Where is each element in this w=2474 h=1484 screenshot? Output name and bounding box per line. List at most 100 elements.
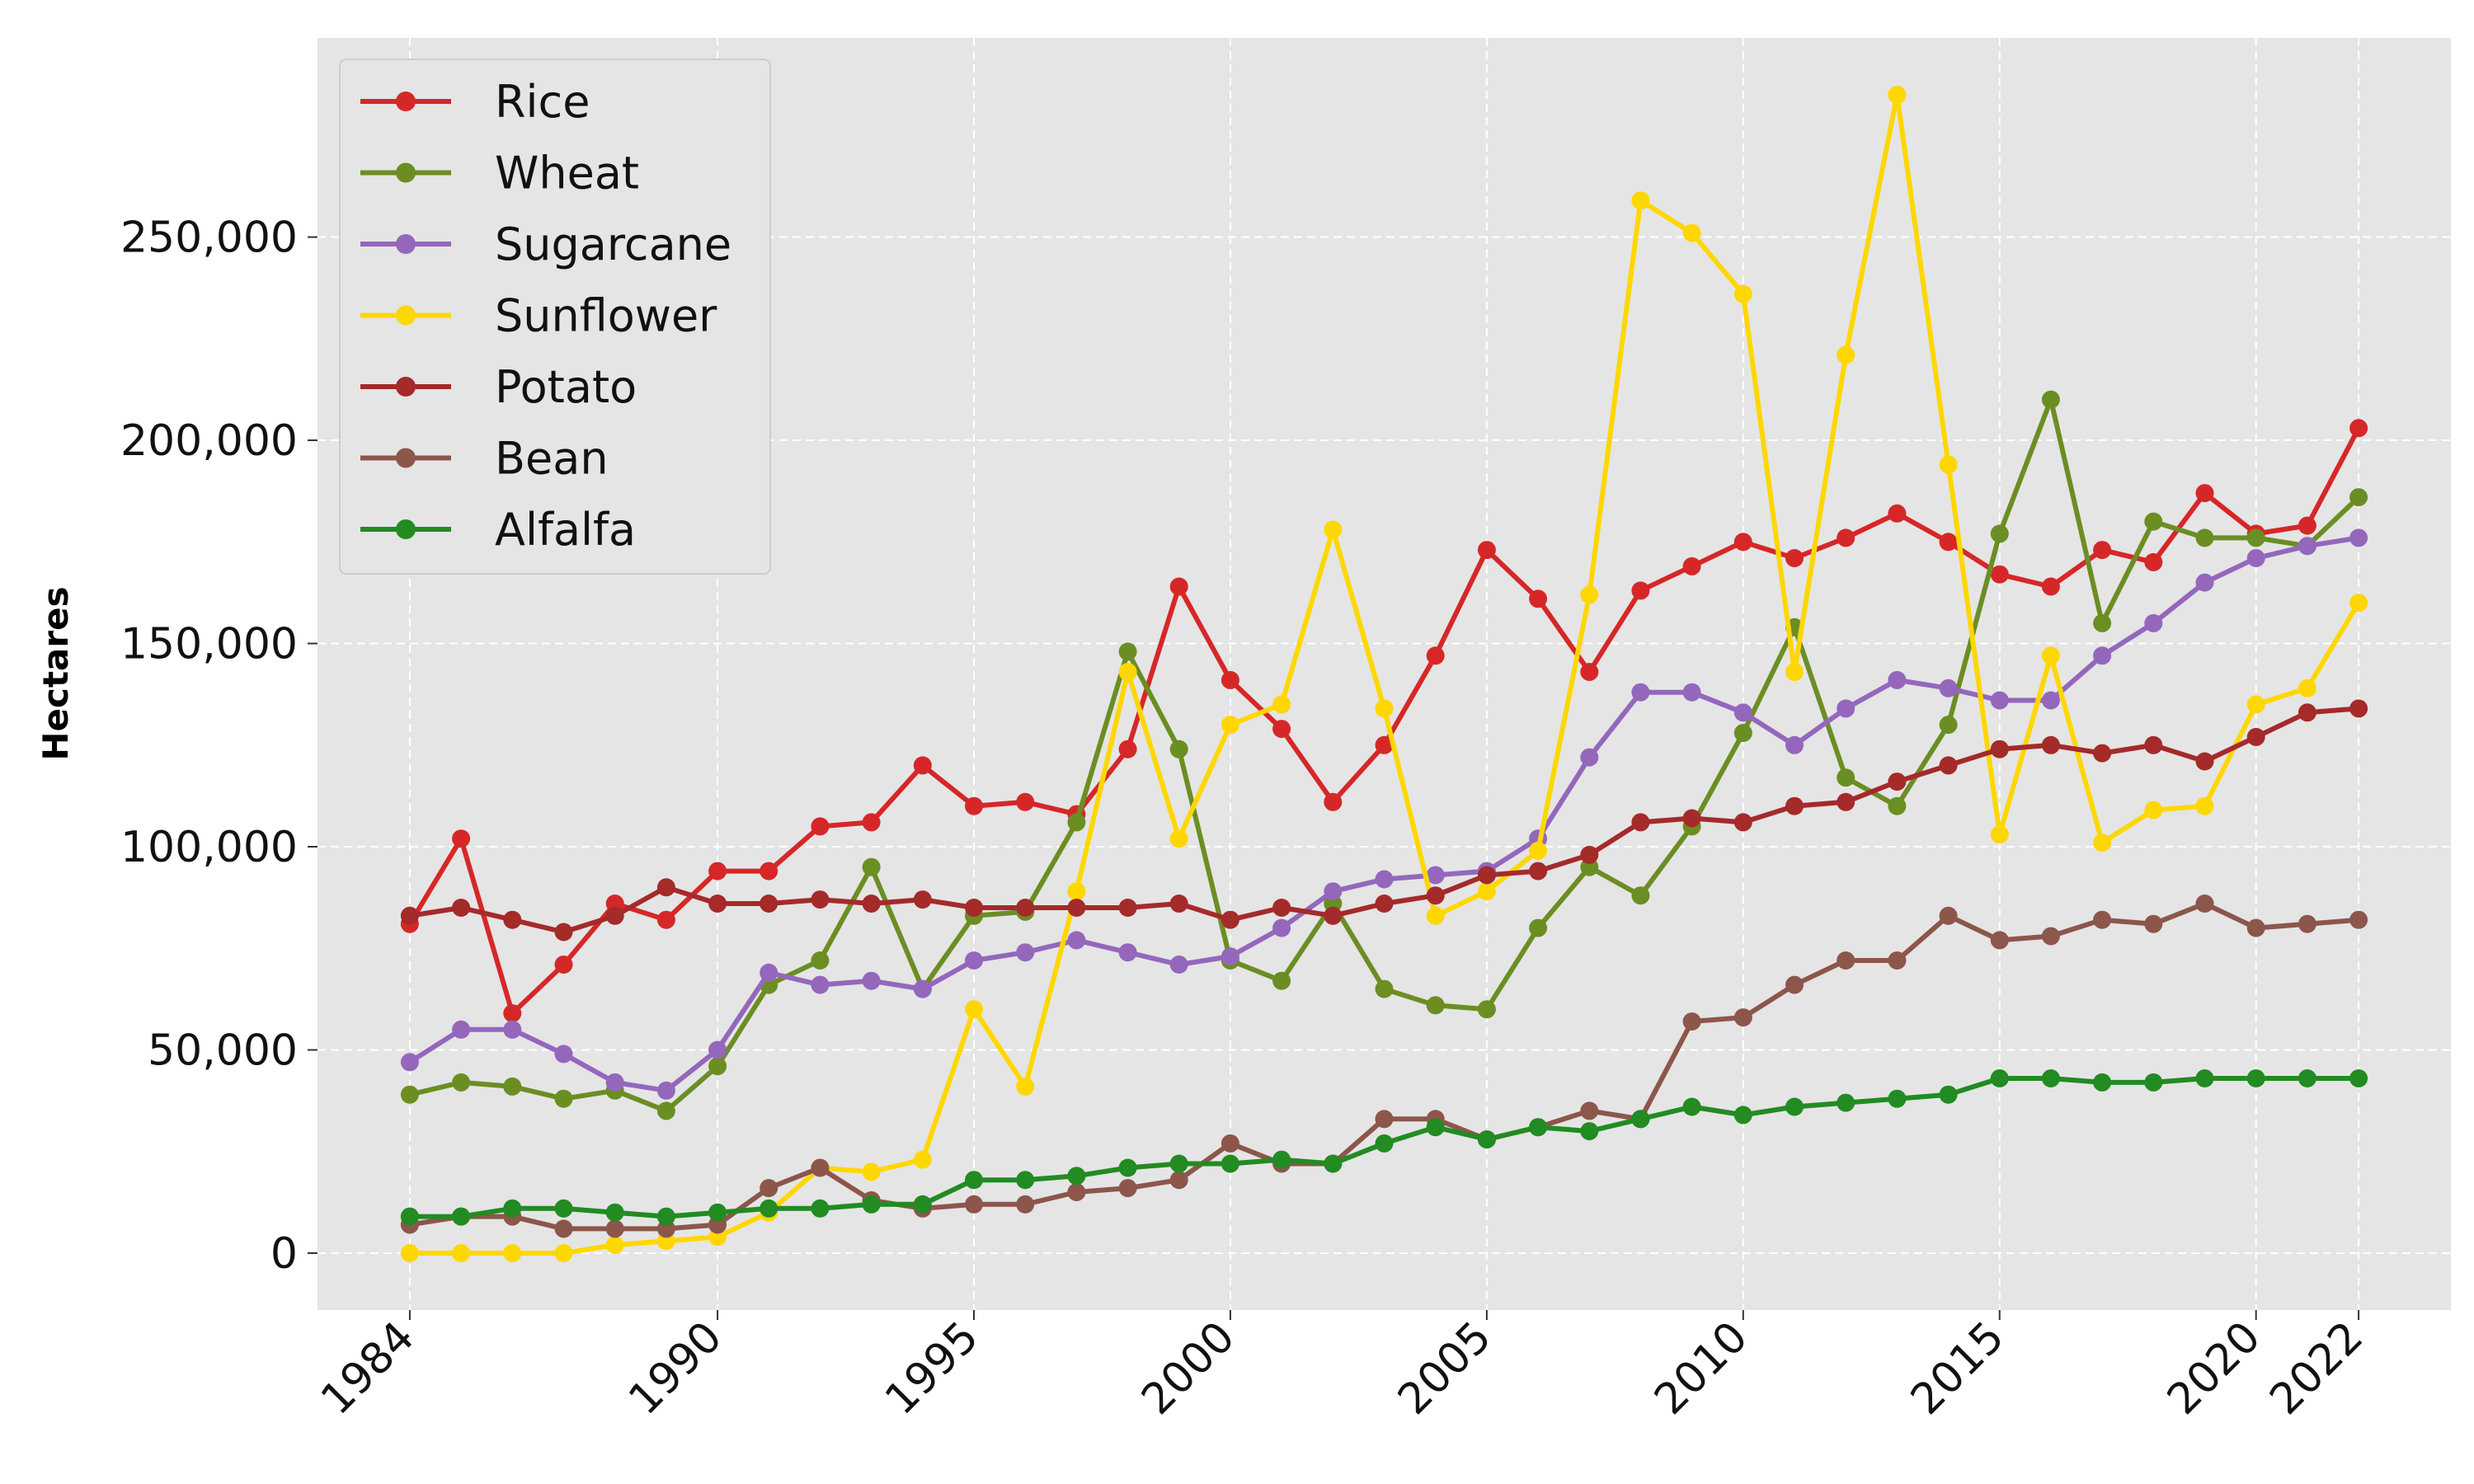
data-point-rice bbox=[503, 1004, 522, 1023]
data-point-rice bbox=[1888, 504, 1907, 523]
data-point-rice bbox=[2349, 419, 2368, 438]
data-point-bean bbox=[1837, 951, 1856, 970]
series-layer bbox=[400, 86, 2368, 1262]
y-tick-label: 250,000 bbox=[120, 214, 298, 263]
data-point-wheat bbox=[1990, 524, 2009, 543]
legend-item-rice: Rice bbox=[360, 76, 590, 128]
data-point-sugarcane bbox=[1324, 882, 1343, 901]
data-point-sugarcane bbox=[1118, 943, 1137, 962]
x-tick-label: 1995 bbox=[876, 1313, 988, 1425]
data-point-bean bbox=[2246, 918, 2265, 937]
data-point-wheat bbox=[1272, 971, 1291, 990]
data-point-sugarcane bbox=[2349, 528, 2368, 547]
data-point-rice bbox=[1990, 565, 2009, 584]
data-point-potato bbox=[1785, 796, 1804, 815]
data-point-potato bbox=[1272, 899, 1291, 917]
data-point-alfalfa bbox=[1990, 1069, 2009, 1087]
data-point-sugarcane bbox=[1939, 679, 1958, 697]
data-point-wheat bbox=[2144, 512, 2163, 531]
data-point-sugarcane bbox=[2144, 613, 2163, 632]
data-point-potato bbox=[1067, 899, 1086, 917]
data-point-sugarcane bbox=[811, 975, 830, 994]
data-point-potato bbox=[1682, 809, 1701, 828]
data-point-wheat bbox=[452, 1073, 471, 1092]
data-point-sunflower bbox=[2246, 695, 2265, 714]
data-point-bean bbox=[1939, 906, 1958, 925]
data-point-rice bbox=[1272, 720, 1291, 739]
data-point-sugarcane bbox=[452, 1020, 471, 1039]
data-point-wheat bbox=[1426, 996, 1445, 1015]
legend-marker-bean bbox=[396, 448, 416, 468]
legend-label-potato: Potato bbox=[495, 361, 637, 413]
data-point-alfalfa bbox=[1426, 1118, 1445, 1137]
data-point-sugarcane bbox=[1426, 866, 1445, 885]
data-point-alfalfa bbox=[1067, 1167, 1086, 1186]
data-point-alfalfa bbox=[2195, 1069, 2214, 1087]
data-point-bean bbox=[2041, 927, 2060, 946]
data-point-bean bbox=[1169, 1171, 1188, 1190]
data-point-bean bbox=[1067, 1183, 1086, 1201]
data-point-alfalfa bbox=[1375, 1134, 1394, 1153]
data-point-alfalfa bbox=[1477, 1130, 1496, 1148]
data-point-bean bbox=[1733, 1008, 1752, 1027]
legend-marker-sunflower bbox=[396, 305, 416, 326]
data-point-potato bbox=[1375, 895, 1394, 913]
data-point-rice bbox=[1324, 792, 1343, 811]
data-point-sunflower bbox=[2298, 679, 2316, 697]
data-point-potato bbox=[2195, 752, 2214, 771]
data-point-sunflower bbox=[503, 1244, 522, 1262]
data-point-rice bbox=[1118, 740, 1137, 758]
legend-label-alfalfa: Alfalfa bbox=[495, 504, 636, 556]
data-point-bean bbox=[760, 1179, 778, 1198]
data-point-potato bbox=[708, 895, 727, 913]
data-point-alfalfa bbox=[965, 1171, 983, 1190]
data-point-rice bbox=[1169, 577, 1188, 596]
data-point-wheat bbox=[400, 1085, 419, 1104]
data-point-alfalfa bbox=[452, 1207, 471, 1226]
data-point-rice bbox=[1016, 792, 1035, 811]
data-point-alfalfa bbox=[400, 1207, 419, 1226]
data-point-sugarcane bbox=[1682, 683, 1701, 702]
x-tick-label: 1990 bbox=[619, 1313, 731, 1425]
data-point-alfalfa bbox=[503, 1199, 522, 1218]
data-point-potato bbox=[503, 910, 522, 929]
legend: Rice Wheat Sugarcane Sunflower Potato Bean Alf… bbox=[339, 59, 771, 575]
legend-marker-wheat bbox=[396, 162, 416, 183]
data-point-sugarcane bbox=[1375, 870, 1394, 889]
data-point-wheat bbox=[1529, 918, 1548, 937]
data-point-sunflower bbox=[2093, 834, 2112, 852]
data-point-sunflower bbox=[2195, 796, 2214, 815]
data-point-alfalfa bbox=[1580, 1122, 1599, 1141]
data-point-sugarcane bbox=[1990, 691, 2009, 710]
x-tick-label: 2022 bbox=[2260, 1313, 2373, 1425]
data-point-potato bbox=[1118, 899, 1137, 917]
data-point-rice bbox=[2298, 516, 2316, 535]
data-point-sugarcane bbox=[1169, 956, 1188, 974]
data-point-alfalfa bbox=[1016, 1171, 1035, 1190]
data-point-sunflower bbox=[1272, 695, 1291, 714]
data-point-sugarcane bbox=[2041, 691, 2060, 710]
data-point-sunflower bbox=[1016, 1077, 1035, 1096]
data-point-potato bbox=[811, 890, 830, 909]
data-point-wheat bbox=[2246, 528, 2265, 547]
data-point-potato bbox=[1631, 813, 1650, 832]
data-point-sugarcane bbox=[1016, 943, 1035, 962]
data-point-bean bbox=[2298, 914, 2316, 933]
data-point-sugarcane bbox=[2195, 573, 2214, 592]
data-point-potato bbox=[1733, 813, 1752, 832]
data-point-wheat bbox=[656, 1101, 675, 1120]
data-point-potato bbox=[965, 899, 983, 917]
data-point-alfalfa bbox=[1529, 1118, 1548, 1137]
data-point-wheat bbox=[1733, 724, 1752, 742]
x-tick-label: 1984 bbox=[312, 1313, 424, 1425]
data-point-wheat bbox=[1477, 1000, 1496, 1019]
data-point-rice bbox=[656, 910, 675, 929]
data-point-wheat bbox=[1837, 768, 1856, 787]
data-point-sugarcane bbox=[708, 1040, 727, 1059]
data-point-potato bbox=[1580, 845, 1599, 864]
data-point-rice bbox=[554, 956, 573, 974]
data-point-potato bbox=[2144, 735, 2163, 754]
data-point-sugarcane bbox=[965, 951, 983, 970]
legend-label-sugarcane: Sugarcane bbox=[495, 218, 731, 270]
